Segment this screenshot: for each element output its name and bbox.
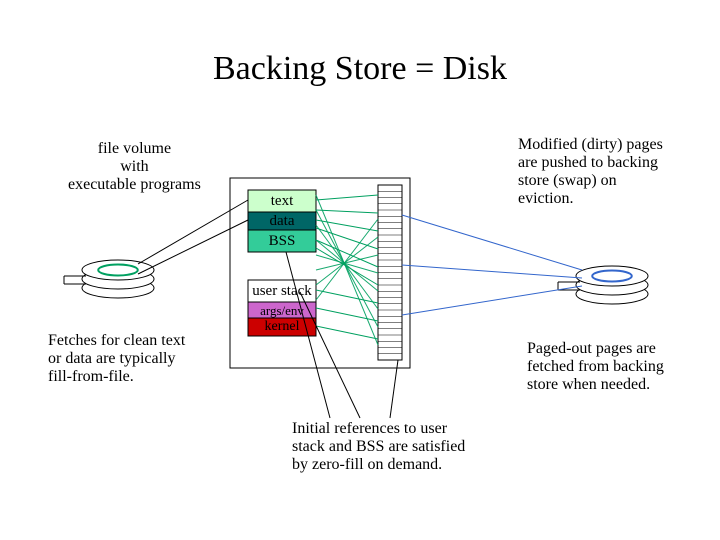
mapping-lines — [316, 195, 378, 345]
dirty-pages-label: Modified (dirty) pagesare pushed to back… — [518, 136, 663, 208]
segment-label-kernel: kernel — [248, 319, 316, 335]
segment-label-bss: BSS — [248, 233, 316, 250]
page-strip — [378, 185, 402, 360]
left-connectors — [138, 200, 248, 274]
fetches-label: Fetches for clean textor data are typica… — [48, 332, 185, 386]
paged-out-label: Paged-out pages arefetched from backings… — [527, 340, 664, 394]
zero-fill-label: Initial references to userstack and BSS … — [292, 420, 465, 474]
segment-label-text: text — [248, 193, 316, 210]
right-connectors — [402, 215, 582, 315]
swap-disk — [558, 266, 648, 304]
segment-label-argsenv: args/env — [248, 303, 316, 319]
segment-label-data: data — [248, 213, 316, 230]
file-volume-label: file volumewithexecutable programs — [68, 140, 201, 194]
segment-label-userstack: user stack — [248, 283, 316, 300]
file-volume-disk — [64, 260, 154, 298]
